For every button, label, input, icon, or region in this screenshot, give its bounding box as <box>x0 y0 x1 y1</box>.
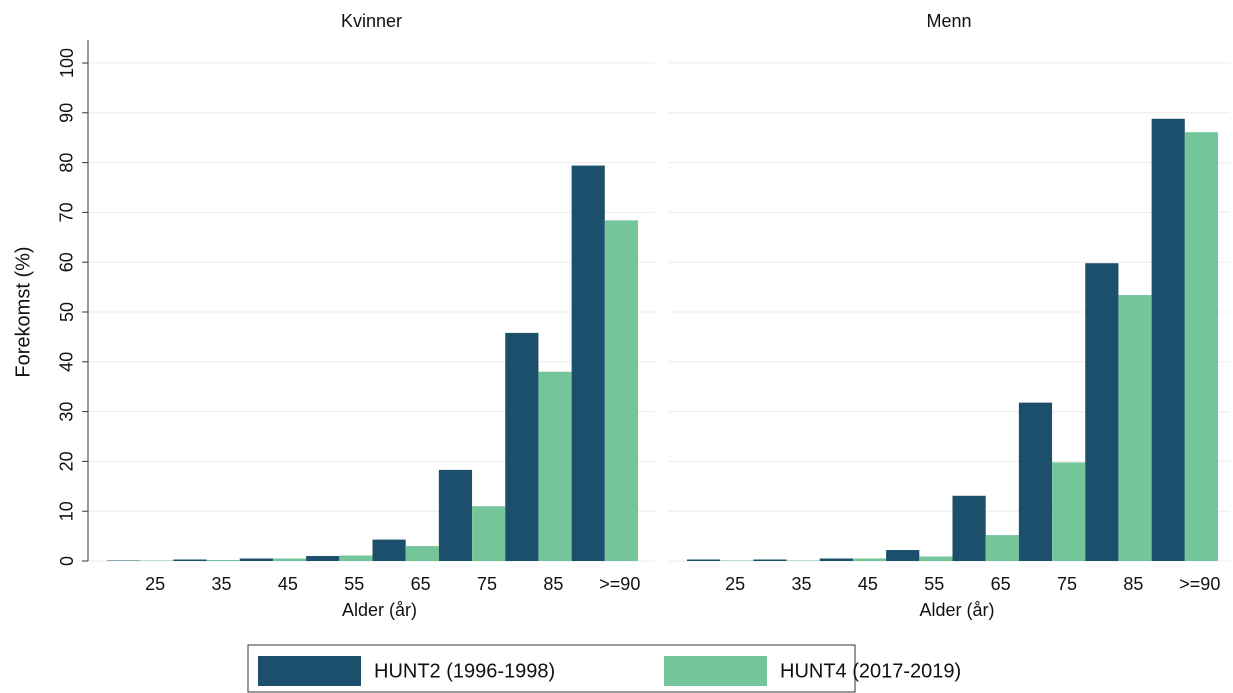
x-axis-label: Alder (år) <box>919 600 994 620</box>
y-tick-label: 50 <box>57 302 77 322</box>
bar <box>819 558 853 561</box>
bar <box>1184 132 1218 562</box>
x-tick-label: 55 <box>924 574 944 594</box>
bar <box>1118 295 1152 561</box>
x-tick-label: 45 <box>278 574 298 594</box>
x-tick-label: 85 <box>543 574 563 594</box>
x-tick-label: 75 <box>1057 574 1077 594</box>
bar <box>372 539 406 561</box>
panel-title: Menn <box>926 11 971 31</box>
bar <box>173 559 207 561</box>
bar <box>538 371 572 561</box>
bar <box>952 495 986 561</box>
bar <box>1151 118 1185 561</box>
bar <box>505 332 539 561</box>
legend-label: HUNT2 (1996-1998) <box>374 660 555 682</box>
y-tick-label: 10 <box>57 501 77 521</box>
bar <box>753 559 787 561</box>
x-tick-label: 25 <box>145 574 165 594</box>
y-tick-label: 80 <box>57 153 77 173</box>
y-tick-label: 0 <box>57 556 77 566</box>
bar <box>339 555 373 561</box>
legend-swatch <box>664 656 767 686</box>
legend-label: HUNT4 (2017-2019) <box>780 660 961 682</box>
y-tick-label: 100 <box>57 48 77 78</box>
legend-swatch <box>258 656 361 686</box>
panel-title: Kvinner <box>341 11 402 31</box>
bar <box>239 558 273 561</box>
bar <box>919 556 953 561</box>
x-tick-label: 85 <box>1123 574 1143 594</box>
bar <box>604 220 638 562</box>
y-tick-label: 60 <box>57 252 77 272</box>
x-tick-label: 35 <box>212 574 232 594</box>
bar <box>571 165 605 561</box>
y-tick-label: 40 <box>57 352 77 372</box>
bar <box>1018 402 1053 561</box>
x-tick-label: 75 <box>477 574 497 594</box>
bar <box>852 558 887 561</box>
bar <box>1052 462 1086 561</box>
x-tick-label: >=90 <box>599 574 640 594</box>
y-tick-label: 30 <box>57 402 77 422</box>
y-axis-label: Forekomst (%) <box>12 246 34 377</box>
bar <box>985 535 1019 561</box>
bar <box>306 556 340 561</box>
y-tick-label: 20 <box>57 451 77 471</box>
x-axis-label: Alder (år) <box>342 600 417 620</box>
x-tick-label: 65 <box>991 574 1011 594</box>
x-tick-label: 25 <box>725 574 745 594</box>
bar <box>1085 263 1119 561</box>
bar <box>438 469 473 561</box>
x-tick-label: 55 <box>344 574 364 594</box>
bar <box>886 550 920 561</box>
bar <box>405 546 439 561</box>
y-tick-label: 70 <box>57 202 77 222</box>
x-tick-label: >=90 <box>1179 574 1220 594</box>
x-tick-label: 45 <box>858 574 878 594</box>
y-tick-label: 90 <box>57 103 77 123</box>
bar <box>272 558 307 561</box>
x-tick-label: 65 <box>411 574 431 594</box>
bar <box>687 559 721 561</box>
bar <box>206 560 240 561</box>
x-tick-label: 35 <box>792 574 812 594</box>
bar <box>472 506 506 561</box>
